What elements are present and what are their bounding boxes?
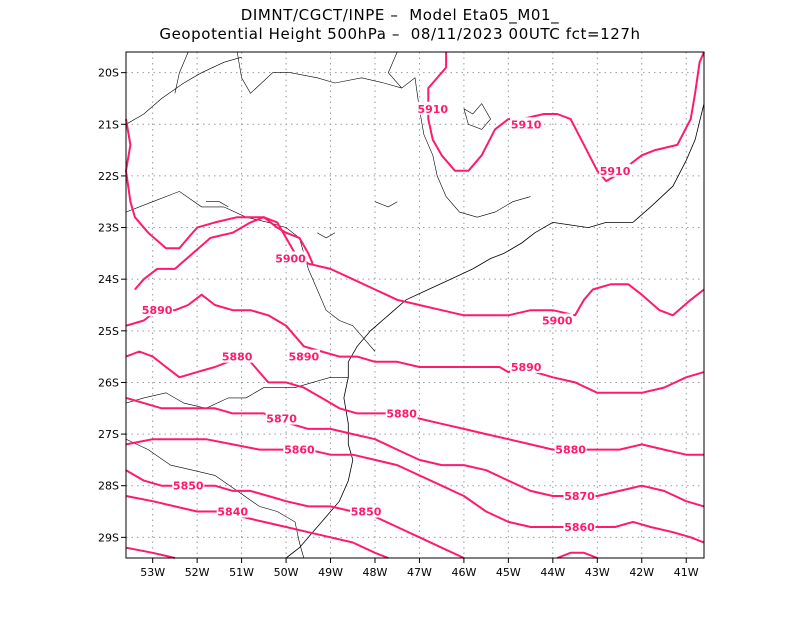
lon-tick-label: 43W bbox=[585, 566, 610, 579]
lon-tick-label: 42W bbox=[629, 566, 654, 579]
contour-label: 5870 bbox=[266, 413, 297, 426]
contour-label: 5900 bbox=[542, 314, 573, 327]
contour-5860 bbox=[125, 438, 705, 544]
state-border bbox=[174, 51, 189, 94]
contour-label-bg bbox=[141, 303, 174, 317]
state-border bbox=[125, 56, 242, 125]
lon-tick-label: 48W bbox=[363, 566, 388, 579]
lat-tick-label: 25S bbox=[98, 325, 119, 338]
contour-label: 5860 bbox=[284, 444, 315, 457]
contour-label: 5880 bbox=[386, 407, 417, 420]
contour-5840 bbox=[125, 495, 389, 559]
reservoir bbox=[374, 201, 398, 208]
lon-tick-label: 47W bbox=[407, 566, 432, 579]
contour-label-bg bbox=[274, 251, 307, 265]
lat-tick-label: 27S bbox=[98, 428, 119, 441]
reservoir bbox=[206, 201, 229, 208]
contour-label-bg bbox=[510, 359, 543, 373]
contour-label: 5890 bbox=[142, 304, 173, 317]
contour-5830 bbox=[125, 546, 176, 559]
lat-tick-label: 20S bbox=[98, 67, 119, 80]
map-subtitle: Geopotential Height 500hPa – 08/11/2023 … bbox=[159, 25, 641, 43]
map-title: DIMNT/CGCT/INPE – Model Eta05_M01_ bbox=[240, 6, 560, 24]
contour-label: 5900 bbox=[275, 253, 306, 266]
contour-label-bg bbox=[563, 489, 596, 503]
contour-label-bg bbox=[283, 442, 316, 456]
coastline bbox=[285, 103, 705, 559]
contour-5870 bbox=[125, 396, 705, 508]
contour-label: 5850 bbox=[173, 480, 204, 493]
contour-label: 5890 bbox=[511, 361, 542, 374]
lon-tick-label: 51W bbox=[229, 566, 254, 579]
contour-label-bg bbox=[216, 504, 249, 518]
contour-label-bg bbox=[221, 349, 254, 363]
contour-label-bg bbox=[563, 520, 596, 534]
reservoir bbox=[463, 103, 491, 130]
contour-5890 bbox=[125, 293, 705, 394]
longitude-axis: 53W 52W 51W 50W 49W 48W 47W 46W 45W 44W 43W 42W 41W bbox=[140, 558, 699, 579]
reservoir bbox=[317, 232, 336, 239]
lat-tick-label: 29S bbox=[98, 531, 119, 544]
contour-label: 5910 bbox=[600, 165, 631, 178]
contour-label-bg bbox=[265, 411, 298, 425]
contour-5850 bbox=[556, 551, 598, 559]
contour-labels: 5910 5910 5910 5900 5900 5890 5890 5890 5880 5880… bbox=[141, 101, 632, 534]
latitude-axis: 20S 21S 22S 23S 24S 25S 26S 27S 28S 29S bbox=[98, 67, 126, 544]
height-contours bbox=[125, 51, 705, 559]
contour-label: 5910 bbox=[417, 103, 448, 116]
contour-label-bg bbox=[599, 163, 632, 177]
contour-label: 5880 bbox=[555, 444, 586, 457]
contour-label: 5910 bbox=[511, 118, 542, 131]
lat-tick-label: 28S bbox=[98, 480, 119, 493]
contour-label-bg bbox=[350, 504, 383, 518]
lon-tick-label: 53W bbox=[140, 566, 165, 579]
contour-label: 5870 bbox=[564, 490, 595, 503]
lon-tick-label: 49W bbox=[318, 566, 343, 579]
contour-label-bg bbox=[385, 406, 418, 420]
lon-tick-label: 45W bbox=[496, 566, 521, 579]
lon-tick-label: 52W bbox=[185, 566, 210, 579]
state-border bbox=[387, 51, 402, 89]
contour-label-bg bbox=[172, 478, 205, 492]
state-border bbox=[125, 191, 376, 352]
contour-5910 bbox=[427, 51, 705, 183]
lat-tick-label: 26S bbox=[98, 376, 119, 389]
contour-label-bg bbox=[287, 349, 320, 363]
contour-label-bg bbox=[510, 117, 543, 131]
lat-tick-label: 24S bbox=[98, 273, 119, 286]
contour-label-bg bbox=[416, 101, 449, 115]
state-border bbox=[236, 51, 531, 218]
contour-label-bg bbox=[541, 313, 574, 327]
contour-5880 bbox=[125, 350, 704, 456]
contour-label: 5840 bbox=[217, 506, 248, 519]
lon-tick-label: 44W bbox=[540, 566, 565, 579]
contour-label: 5850 bbox=[351, 506, 382, 519]
contour-label: 5890 bbox=[289, 351, 320, 364]
lat-tick-label: 23S bbox=[98, 222, 119, 235]
contour-5900 bbox=[134, 216, 705, 317]
coastline-borders bbox=[125, 51, 705, 559]
lat-tick-label: 22S bbox=[98, 170, 119, 183]
lat-tick-label: 21S bbox=[98, 118, 119, 131]
contour-label: 5860 bbox=[564, 521, 595, 534]
state-border bbox=[125, 377, 349, 409]
map-frame bbox=[125, 51, 705, 559]
graticule-grid bbox=[126, 52, 704, 558]
contour-label-bg bbox=[554, 442, 587, 456]
lon-tick-label: 50W bbox=[274, 566, 299, 579]
contour-5910 bbox=[125, 118, 314, 265]
contour-label: 5880 bbox=[222, 351, 253, 364]
lon-tick-label: 41W bbox=[674, 566, 699, 579]
lon-tick-label: 46W bbox=[451, 566, 476, 579]
